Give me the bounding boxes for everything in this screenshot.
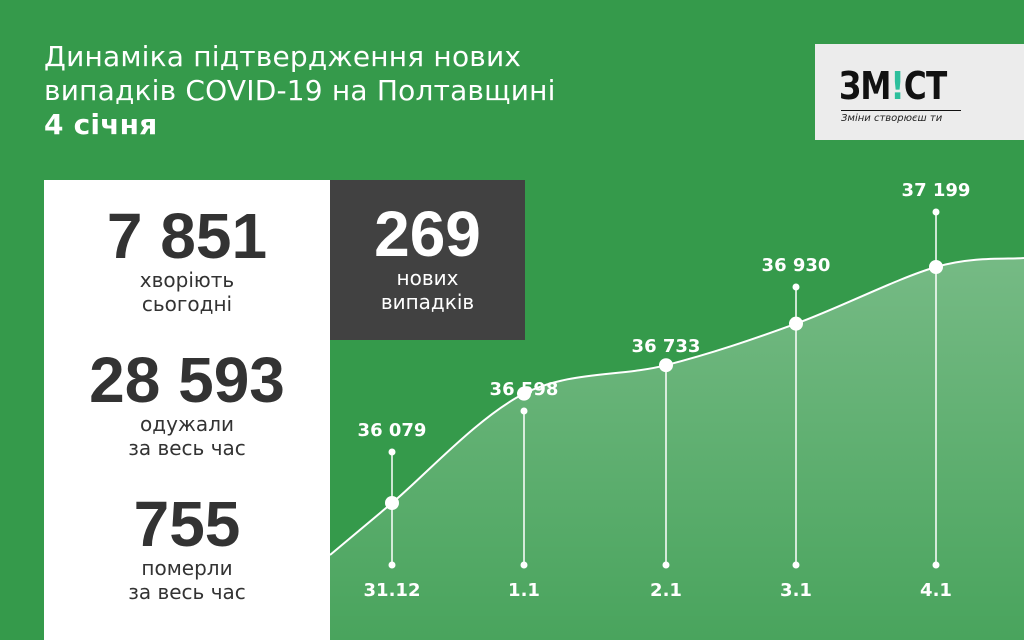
area-fill (330, 258, 1024, 640)
data-point-4 (929, 260, 943, 274)
stat-died-value: 755 (133, 488, 241, 560)
x-tick-label-1: 1.1 (508, 580, 540, 601)
title-line-1: Динаміка підтвердження нових (44, 40, 522, 73)
x-tick-label-4: 4.1 (920, 580, 952, 601)
new-cases-label-1: нових (396, 266, 459, 290)
x-tick-label-2: 2.1 (650, 580, 682, 601)
stem-bottom-dot-2 (662, 561, 670, 569)
data-point-3 (789, 316, 803, 331)
stem-bottom-dot-4 (932, 561, 940, 569)
stat-recovered: 28 593 одужали за весь час (44, 348, 330, 460)
stem-top-dot-3 (792, 283, 800, 291)
chart-marks: 36 079 31.12 36 598 1.1 36 733 2.1 36 930 3.1 37… (358, 180, 971, 601)
stem-top-dot-4 (932, 208, 940, 216)
logo-wordmark: ЗМ!СТ (839, 64, 947, 108)
stats-panel: 7 851 хворіють сьогодні 28 593 одужали з… (44, 180, 330, 640)
stat-recovered-label-1: одужали (140, 412, 234, 436)
stem-bottom-dot-1 (520, 561, 528, 569)
stat-sick-label-2: сьогодні (141, 292, 233, 316)
new-cases-value: 269 (374, 198, 481, 270)
stem-bottom-dot-0 (388, 561, 396, 569)
stem-top-dot-0 (388, 448, 396, 456)
data-point-0 (385, 496, 399, 510)
title-line-2: випадків COVID-19 на Полтавщині (44, 74, 556, 107)
stem-bottom-dot-3 (792, 561, 800, 569)
stat-died-label-1: померли (141, 556, 233, 580)
data-point-2 (659, 358, 673, 373)
x-tick-label-3: 3.1 (780, 580, 812, 601)
title-date: 4 січня (44, 108, 158, 141)
new-cases-label-2: випадків (380, 290, 475, 314)
data-point-1 (517, 386, 531, 401)
logo-tagline: Зміни створюєш ти (841, 110, 961, 124)
stat-died-label-2: за весь час (128, 580, 246, 604)
stat-sick-label-1: хворіють (139, 268, 235, 292)
value-label-0: 36 079 (358, 420, 427, 441)
stat-recovered-value: 28 593 (89, 344, 285, 416)
chart-title: Динаміка підтвердження нових випадків CO… (44, 40, 556, 142)
stat-sick: 7 851 хворіють сьогодні (44, 204, 330, 316)
new-cases-box: 269 нових випадків (330, 180, 525, 340)
value-label-1: 36 598 (490, 379, 559, 400)
stat-died: 755 померли за весь час (44, 492, 330, 604)
stat-recovered-label-2: за весь час (128, 436, 246, 460)
x-tick-label-0: 31.12 (364, 580, 421, 601)
value-label-2: 36 733 (632, 336, 701, 357)
value-label-3: 36 930 (762, 255, 831, 276)
value-label-4: 37 199 (902, 180, 971, 201)
zmist-logo: ЗМ!СТ Зміни створюєш ти (815, 44, 1024, 140)
stem-top-dot-1 (520, 407, 528, 415)
stat-sick-value: 7 851 (106, 200, 268, 272)
